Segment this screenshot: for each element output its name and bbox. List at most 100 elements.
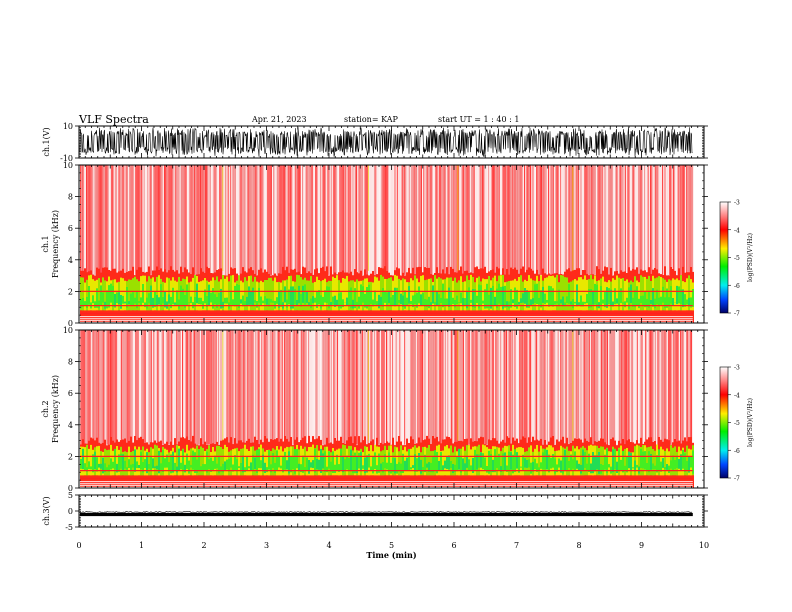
spectrogram-streak — [251, 330, 253, 445]
spectrogram-band-mid — [92, 279, 94, 311]
spectrogram-streak — [485, 165, 487, 275]
spectrogram-streak — [488, 165, 490, 275]
spectrogram-band-mid — [660, 277, 662, 311]
spectrogram-streak — [370, 165, 372, 275]
spectrogram-streak — [262, 330, 264, 445]
spectrogram-streak — [515, 330, 517, 445]
spectrogram-band-core — [232, 464, 234, 472]
spectrogram-band-core — [196, 283, 198, 304]
spectrogram-band-core — [602, 465, 604, 472]
spectrogram-band-core — [650, 300, 652, 304]
spectrogram-streak — [98, 165, 100, 275]
spectrogram-streak — [632, 165, 634, 275]
spectrogram-streak — [533, 330, 535, 445]
spectrogram-band-core — [222, 301, 224, 308]
spectrogram-streak — [615, 330, 617, 445]
spectrogram-streak — [500, 330, 502, 445]
spectrogram-streak — [554, 165, 556, 275]
spectrogram-band-mid — [590, 444, 592, 476]
spectrogram-band-mid — [260, 280, 262, 311]
spectrogram-streak — [262, 165, 264, 275]
spectrogram-streak — [285, 330, 287, 445]
spectrogram-streak — [202, 330, 204, 445]
spectrogram-band-core — [80, 299, 82, 309]
spectrogram-streak — [264, 330, 266, 445]
spectrogram-band-core — [152, 458, 154, 469]
spectrogram-streak — [206, 165, 208, 275]
spectrogram-band-core — [342, 299, 344, 308]
spectrogram-streak — [569, 165, 571, 275]
spectrogram-band-core — [658, 297, 660, 307]
y-tick-label: 10 — [63, 122, 73, 131]
spectrogram-streak — [548, 330, 550, 445]
spectrogram-band-mid — [184, 452, 186, 476]
spectrogram-streak — [110, 330, 112, 445]
spectrogram-streak — [374, 165, 376, 275]
spectrogram-band-core — [246, 296, 248, 305]
spectrogram-streak — [525, 165, 527, 275]
spectrogram-streak — [159, 330, 161, 445]
spectrogram-streak — [161, 330, 163, 445]
spectrogram-band-core — [614, 448, 616, 470]
spectrogram-streak — [142, 330, 144, 445]
spectrogram-streak — [102, 165, 104, 275]
spectrogram-band-mid — [390, 277, 392, 311]
spectrogram-streak — [257, 330, 259, 445]
spectrogram-band-mid — [90, 274, 92, 311]
spectrogram-streak — [670, 165, 672, 275]
spectrogram-streak — [83, 330, 85, 445]
spectrogram-band-mid — [406, 282, 408, 311]
spectrogram-streak — [627, 330, 629, 445]
spectrogram-streak — [573, 330, 575, 445]
spectrogram-streak — [648, 330, 650, 445]
spectrogram-band-core — [508, 301, 510, 309]
y-axis-label: ch.2 — [41, 400, 50, 417]
spectrogram-streak — [299, 330, 301, 445]
spectrogram-band-mid — [314, 281, 316, 311]
spectrogram-streak — [83, 165, 85, 275]
start-time-label: start UT = 1 : 40 : 1 — [438, 115, 520, 124]
spectrogram-streak — [248, 165, 250, 275]
spectrogram-streak — [419, 330, 421, 445]
spectrogram-band-mid — [400, 445, 402, 476]
spectrogram-band-core — [92, 454, 94, 473]
spectrogram-band-core — [244, 467, 246, 473]
spectrogram-streak — [508, 165, 510, 275]
spectrogram-band-mid — [80, 277, 82, 311]
spectrogram-streak — [486, 165, 488, 275]
spectrogram-streak — [416, 330, 418, 445]
spectrogram-band-mid — [426, 279, 428, 311]
spectrogram-band-core — [96, 288, 98, 308]
spectrogram-streak — [141, 165, 143, 275]
spectrogram-streak — [274, 330, 276, 445]
spectrogram-streak — [603, 165, 605, 275]
spectrogram-streak — [411, 165, 413, 275]
spectrogram-band-core — [656, 455, 658, 473]
spectrogram-band-core — [106, 467, 108, 471]
spectrogram-streak — [406, 165, 408, 275]
spectrogram-band-core — [366, 455, 368, 473]
spectrogram-streak — [154, 165, 156, 275]
spectrogram-streak — [387, 330, 389, 445]
spectrogram-streak — [378, 330, 380, 445]
spectrogram-streak — [636, 165, 638, 275]
spectrogram-streak — [592, 165, 594, 275]
spectrogram-streak — [416, 165, 418, 275]
spectrogram-band-core — [388, 452, 390, 473]
spectrogram-streak — [576, 330, 578, 445]
spectrogram-band-core — [138, 465, 140, 468]
spectrogram-band-core — [272, 300, 274, 303]
spectrogram-band-core — [248, 466, 250, 469]
spectrogram-streak — [560, 165, 562, 275]
spectrogram-band-core — [614, 288, 616, 305]
spectrogram-streak — [116, 330, 118, 445]
spectrogram-band-core — [82, 297, 84, 307]
spectrogram-band-mid — [556, 450, 558, 476]
spectrogram-streak — [563, 165, 565, 275]
spectrogram-streak — [461, 330, 463, 445]
spectrogram-streak — [353, 165, 355, 275]
spectrogram-streak — [532, 165, 534, 275]
spectrogram-streak — [524, 165, 526, 275]
spectrogram-band-mid — [216, 445, 218, 476]
spectrogram-streak — [668, 165, 670, 275]
